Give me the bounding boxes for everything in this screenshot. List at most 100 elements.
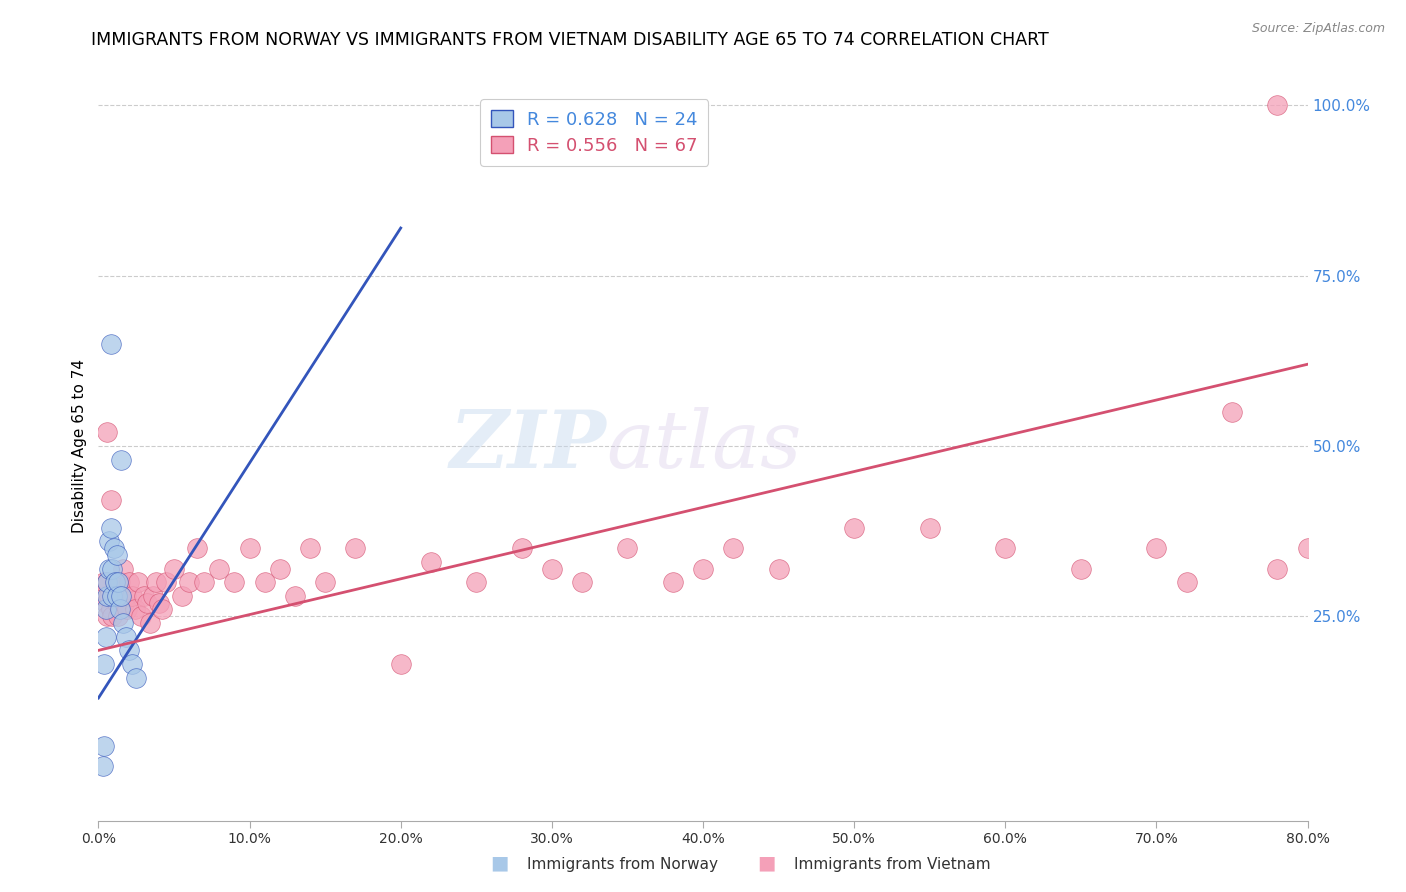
- Point: [142, 589, 165, 603]
- Point: [125, 671, 148, 685]
- Point: [98, 589, 121, 603]
- Point: [96, 589, 118, 603]
- Point: [692, 561, 714, 575]
- Point: [96, 609, 118, 624]
- Point: [1070, 561, 1092, 575]
- Text: Immigrants from Norway: Immigrants from Norway: [527, 857, 718, 872]
- Point: [110, 452, 132, 467]
- Point: [103, 589, 125, 603]
- Point: [93, 657, 115, 671]
- Point: [118, 575, 141, 590]
- Point: [101, 609, 124, 624]
- Point: [96, 575, 118, 590]
- Legend: R = 0.628   N = 24, R = 0.556   N = 67: R = 0.628 N = 24, R = 0.556 N = 67: [479, 99, 709, 166]
- Text: ■: ■: [489, 854, 509, 872]
- Point: [224, 575, 246, 590]
- Point: [108, 602, 131, 616]
- Text: Source: ZipAtlas.com: Source: ZipAtlas.com: [1251, 22, 1385, 36]
- Point: [104, 575, 127, 590]
- Point: [98, 561, 121, 575]
- Point: [135, 596, 157, 610]
- Point: [108, 575, 131, 590]
- Point: [723, 541, 745, 556]
- Point: [110, 589, 132, 603]
- Point: [121, 589, 143, 603]
- Point: [661, 575, 683, 590]
- Text: atlas: atlas: [606, 408, 801, 484]
- Point: [269, 561, 291, 575]
- Point: [105, 548, 128, 562]
- Point: [768, 561, 790, 575]
- Y-axis label: Disability Age 65 to 74: Disability Age 65 to 74: [72, 359, 87, 533]
- Point: [163, 561, 186, 575]
- Point: [420, 555, 443, 569]
- Text: ■: ■: [756, 854, 776, 872]
- Point: [127, 575, 149, 590]
- Point: [100, 521, 122, 535]
- Point: [115, 602, 138, 616]
- Point: [155, 575, 177, 590]
- Point: [105, 596, 128, 610]
- Point: [100, 336, 122, 351]
- Point: [129, 609, 152, 624]
- Point: [98, 534, 121, 549]
- Point: [148, 596, 170, 610]
- Point: [170, 589, 193, 603]
- Text: IMMIGRANTS FROM NORWAY VS IMMIGRANTS FROM VIETNAM DISABILITY AGE 65 TO 74 CORREL: IMMIGRANTS FROM NORWAY VS IMMIGRANTS FRO…: [91, 31, 1049, 49]
- Point: [105, 589, 128, 603]
- Point: [389, 657, 412, 671]
- Point: [510, 541, 533, 556]
- Point: [132, 589, 155, 603]
- Point: [1267, 561, 1289, 575]
- Point: [96, 425, 118, 440]
- Point: [150, 602, 173, 616]
- Point: [540, 561, 562, 575]
- Point: [284, 589, 307, 603]
- Point: [103, 541, 125, 556]
- Point: [465, 575, 488, 590]
- Point: [571, 575, 593, 590]
- Point: [101, 589, 124, 603]
- Point: [186, 541, 208, 556]
- Point: [994, 541, 1017, 556]
- Point: [112, 596, 135, 610]
- Point: [93, 739, 115, 753]
- Point: [94, 596, 117, 610]
- Point: [1296, 541, 1319, 556]
- Point: [107, 609, 129, 624]
- Point: [107, 575, 129, 590]
- Point: [918, 521, 941, 535]
- Point: [101, 561, 124, 575]
- Point: [314, 575, 336, 590]
- Point: [93, 575, 115, 590]
- Point: [118, 643, 141, 657]
- Point: [121, 657, 143, 671]
- Point: [110, 589, 132, 603]
- Point: [145, 575, 167, 590]
- Point: [91, 589, 114, 603]
- Point: [1144, 541, 1167, 556]
- Point: [94, 602, 117, 616]
- Point: [179, 575, 201, 590]
- Point: [844, 521, 866, 535]
- Point: [1220, 405, 1243, 419]
- Point: [299, 541, 322, 556]
- Point: [239, 541, 262, 556]
- Point: [114, 630, 136, 644]
- Point: [253, 575, 276, 590]
- Text: Immigrants from Vietnam: Immigrants from Vietnam: [794, 857, 991, 872]
- Point: [616, 541, 638, 556]
- Point: [114, 589, 136, 603]
- Point: [1267, 98, 1289, 112]
- Point: [139, 616, 162, 631]
- Point: [111, 616, 134, 631]
- Point: [111, 561, 134, 575]
- Point: [91, 759, 114, 773]
- Point: [94, 630, 117, 644]
- Point: [100, 493, 122, 508]
- Point: [96, 575, 118, 590]
- Point: [208, 561, 231, 575]
- Point: [124, 602, 146, 616]
- Point: [344, 541, 367, 556]
- Point: [193, 575, 215, 590]
